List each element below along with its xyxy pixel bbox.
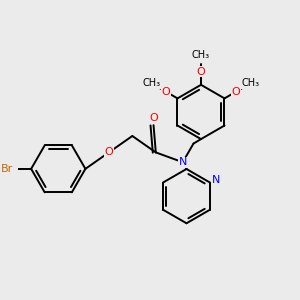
Text: O: O [232,87,240,97]
Text: O: O [196,67,206,76]
Text: CH₃: CH₃ [142,78,160,88]
Text: CH₃: CH₃ [192,50,210,59]
Text: Br: Br [1,164,13,174]
Text: O: O [162,87,170,97]
Text: CH₃: CH₃ [242,78,260,88]
Text: O: O [149,113,158,123]
Text: N: N [178,157,187,167]
Text: O: O [104,147,113,158]
Text: N: N [212,175,220,185]
